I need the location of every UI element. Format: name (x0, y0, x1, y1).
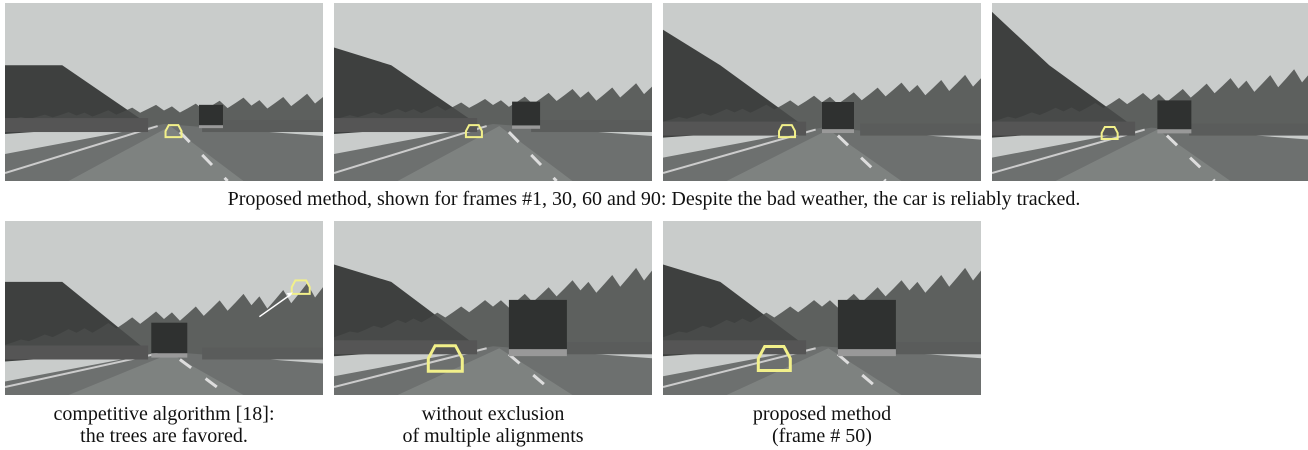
figure: Proposed method, shown for frames #1, 30… (0, 0, 1308, 450)
barrier (5, 346, 148, 360)
barrier (202, 348, 323, 360)
truck-bumper (838, 349, 896, 356)
truck (512, 102, 540, 126)
photo-content (334, 3, 652, 181)
panel-caption: the trees are favored. (80, 425, 248, 447)
photo (5, 221, 323, 395)
truck (1157, 100, 1191, 129)
truck-bumper (512, 125, 540, 128)
truck (151, 323, 187, 354)
photo (334, 3, 652, 181)
photo-content (5, 3, 323, 181)
barrier (5, 118, 148, 132)
truck-bumper (151, 353, 187, 357)
photo (5, 3, 323, 181)
panel-caption: of multiple alignments (402, 425, 583, 447)
panel-caption: (frame # 50) (772, 425, 872, 447)
barrier (992, 122, 1135, 136)
barrier (531, 120, 652, 132)
page: {"figure": { "row1_caption": "Proposed m… (0, 0, 1308, 450)
truck-bumper (509, 349, 567, 356)
truck-bumper (199, 125, 223, 128)
truck (822, 102, 854, 129)
panel-caption: without exclusion (422, 403, 565, 425)
truck-bumper (822, 129, 854, 133)
photo (992, 3, 1308, 181)
truck (199, 105, 223, 125)
photo (663, 3, 981, 181)
photo-content (663, 221, 981, 395)
barrier (860, 124, 981, 136)
photo (334, 221, 652, 395)
photo-content (5, 221, 323, 395)
truck (509, 300, 567, 349)
truck-bumper (1157, 129, 1191, 133)
photo-content (663, 3, 981, 181)
barrier (1189, 124, 1308, 136)
row-caption: Proposed method, shown for frames #1, 30… (228, 188, 1081, 210)
panel-caption: competitive algorithm [18]: (53, 403, 274, 425)
photo-content (334, 221, 652, 395)
photo (663, 221, 981, 395)
panel-caption: proposed method (753, 403, 891, 425)
barrier (663, 122, 806, 136)
barrier (334, 118, 477, 132)
photo-content (992, 3, 1308, 181)
truck (838, 300, 896, 349)
